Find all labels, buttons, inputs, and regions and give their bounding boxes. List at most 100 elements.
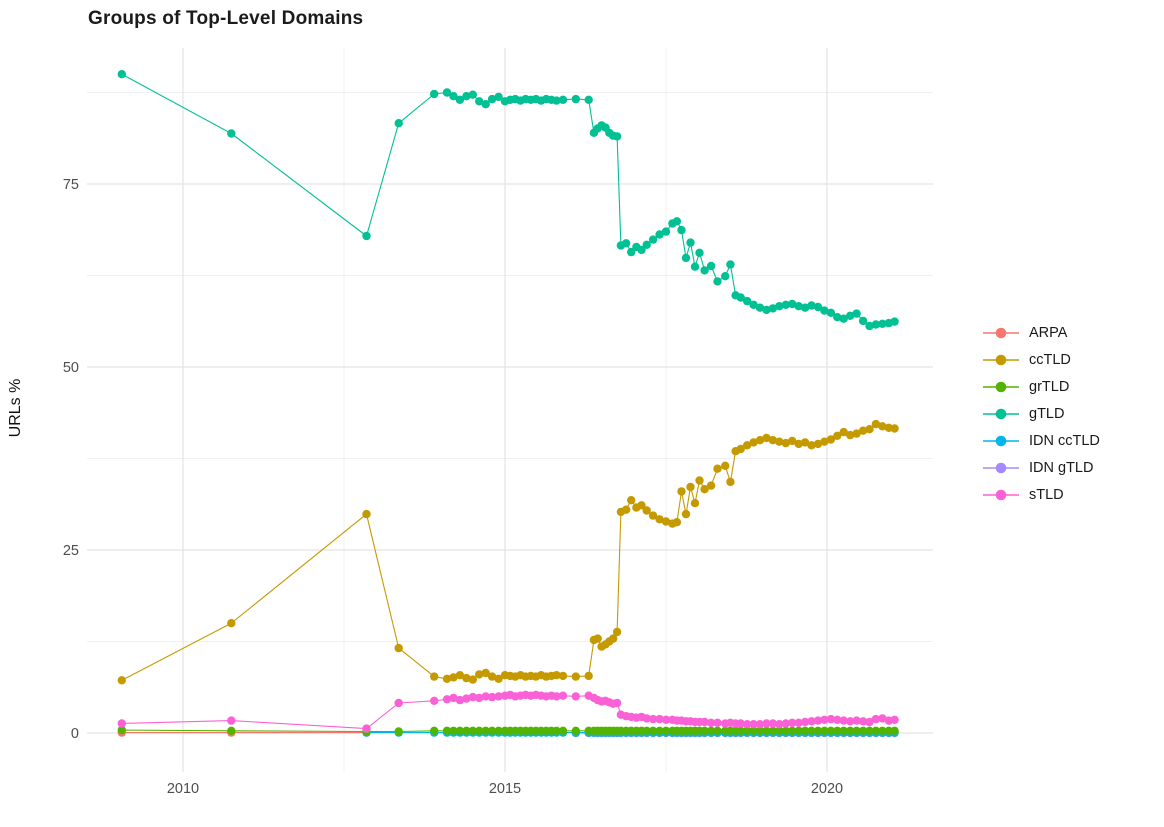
series-gtld-point	[813, 302, 823, 312]
series-stld-point	[742, 720, 752, 729]
series-gtld-point	[726, 260, 735, 269]
series-stld-point	[655, 714, 664, 724]
legend-label-grtld: grTLD	[1029, 379, 1070, 395]
series-cctld-point	[686, 482, 695, 492]
series-cctld-point	[593, 634, 602, 643]
series-stld-point	[430, 696, 439, 705]
series-cctld-point	[430, 672, 439, 681]
series-grtld-point	[227, 726, 236, 735]
series-stld-point	[117, 719, 127, 728]
legend-key-idn-gtld-icon	[983, 462, 1019, 474]
chart-title: Groups of Top-Level Domains	[88, 8, 364, 29]
series-stld-point	[462, 694, 471, 703]
series-gtld-point	[475, 97, 484, 106]
series-cctld-point	[475, 670, 484, 679]
series-gtld-point	[571, 94, 580, 104]
series-cctld-point	[858, 426, 868, 435]
series-stld-point	[571, 692, 580, 701]
legend: ARPA ccTLD grTLD gTLD IDN ccTLD IDN gTLD sTLD	[982, 323, 1100, 505]
series-cctld-point	[736, 444, 745, 454]
series-cctld-point	[677, 487, 686, 496]
series-gtld-point	[826, 308, 836, 317]
legend-key-idn-cctld-icon	[983, 435, 1019, 447]
series-gtld-point	[584, 95, 593, 105]
series-cctld-point	[672, 518, 682, 527]
series-grtld-point	[642, 726, 651, 735]
series-grtld-point	[890, 726, 899, 735]
series-grtld-point	[571, 726, 580, 735]
series-gtld-point	[468, 90, 477, 99]
series-stld-point	[227, 716, 236, 725]
series-grtld-point	[706, 726, 716, 735]
series-grtld-point	[455, 726, 465, 735]
series-gtld-point	[227, 129, 236, 138]
series-grtld-point	[648, 726, 658, 735]
series-cctld-point	[661, 517, 671, 526]
series-stld-point	[788, 718, 797, 727]
series-grtld-point	[713, 726, 722, 735]
legend-item-idn-cctld: IDN ccTLD	[982, 431, 1100, 451]
legend-item-grtld: grTLD	[982, 377, 1100, 397]
series-stld-point	[807, 717, 816, 726]
series-gtld-line	[121, 73, 895, 327]
series-grtld-point	[558, 726, 568, 735]
series-grtld-point	[394, 727, 403, 736]
series-gtld-point	[621, 239, 631, 248]
series-cctld-point	[749, 438, 758, 447]
series-gtld-point	[794, 302, 803, 311]
series-stld-point	[475, 693, 484, 703]
series-grtld-point	[762, 726, 771, 735]
series-stld-point	[661, 715, 671, 724]
series-grtld-point	[481, 726, 490, 735]
series-grtld-point	[833, 726, 842, 735]
series-cctld-point	[762, 433, 771, 443]
series-gtld-point	[768, 304, 778, 313]
legend-item-cctld: ccTLD	[982, 350, 1100, 370]
legend-item-arpa: ARPA	[982, 323, 1100, 343]
series-grtld-point	[736, 726, 745, 735]
series-cctld-point	[584, 671, 593, 681]
y-tick-label: 0	[71, 726, 79, 742]
series-gtld-point	[865, 321, 874, 331]
series-grtld-point	[661, 726, 671, 735]
series-gtld	[117, 70, 899, 331]
series-grtld-point	[494, 726, 503, 735]
legend-key-gtld-icon	[983, 408, 1019, 420]
series-cctld-point	[487, 672, 497, 681]
series-stld-point	[487, 692, 497, 702]
series-grtld-point	[826, 726, 836, 735]
series-cctld-point	[558, 671, 568, 681]
series-stld-point	[468, 692, 477, 702]
legend-key-arpa-icon	[983, 327, 1019, 339]
series-grtld-point	[852, 726, 861, 735]
major-gridlines	[87, 48, 933, 772]
series-arpa	[117, 728, 371, 737]
series-cctld-point	[807, 441, 816, 450]
series-stld-point	[846, 717, 855, 726]
series-gtld-point	[749, 300, 758, 309]
series-cctld-point	[117, 676, 127, 685]
legend-item-stld: sTLD	[982, 485, 1100, 505]
legend-item-gtld: gTLD	[982, 404, 1100, 424]
legend-key-grtld-icon	[983, 381, 1019, 393]
series-grtld-point	[700, 726, 709, 735]
series-stld-point	[552, 692, 561, 701]
series-gtld-point	[648, 235, 658, 244]
series-grtld-point	[800, 726, 810, 735]
series-gtld-point	[807, 301, 816, 310]
y-tick-label: 75	[63, 177, 79, 193]
series-gtld-point	[677, 225, 686, 235]
series-grtld-point	[768, 726, 778, 735]
series-gtld-point	[846, 311, 855, 320]
series-gtld-point	[775, 302, 784, 311]
series-stld-point	[890, 715, 899, 724]
series-cctld-point	[865, 425, 874, 434]
series-cctld-point	[648, 511, 658, 520]
series-stld-point	[455, 695, 465, 705]
series-cctld-point	[852, 429, 861, 438]
series-cctld-point	[227, 619, 236, 628]
series-stld-point	[794, 718, 803, 727]
series-stld-point	[813, 716, 823, 725]
series-stld-point	[449, 693, 458, 703]
